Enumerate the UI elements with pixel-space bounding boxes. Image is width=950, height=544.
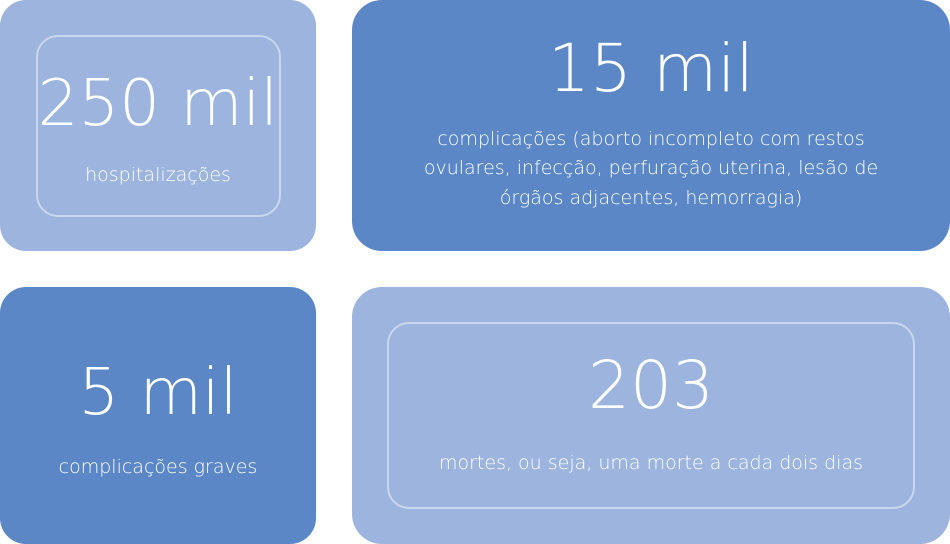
stat-value: 5 mil (78, 356, 238, 430)
stat-value: 250 mil (37, 67, 279, 141)
card-inner-frame (36, 35, 281, 217)
stat-card-deaths: 203 mortes, ou seja, uma morte a cada do… (352, 287, 950, 544)
stat-card-hospitalizations: 250 mil hospitalizações (0, 0, 316, 251)
stat-value: 203 (588, 347, 714, 424)
stat-card-complications: 15 mil complicações (aborto incompleto c… (352, 0, 950, 251)
stat-description: complicações (aborto incompleto com rest… (423, 128, 879, 209)
stat-value: 15 mil (548, 30, 754, 107)
stat-description: complicações graves (58, 456, 258, 478)
stat-card-severe-complications: 5 mil complicações graves (0, 287, 316, 544)
card-inner-frame (387, 322, 915, 509)
stat-description: mortes, ou seja, uma morte a cada dois d… (438, 452, 863, 474)
stat-description: hospitalizações (85, 164, 231, 186)
